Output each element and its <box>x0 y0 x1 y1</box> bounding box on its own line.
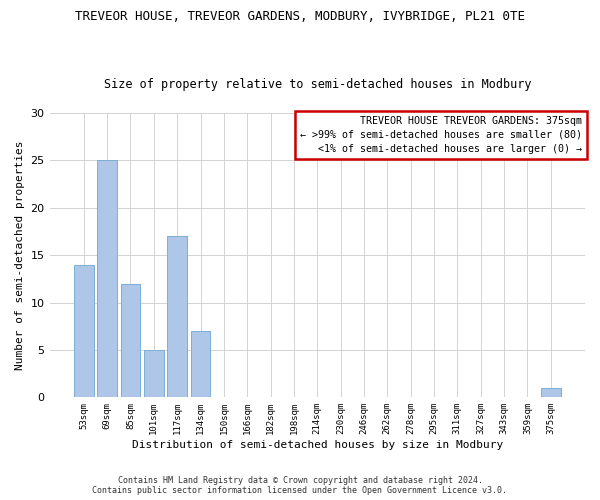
X-axis label: Distribution of semi-detached houses by size in Modbury: Distribution of semi-detached houses by … <box>131 440 503 450</box>
Title: Size of property relative to semi-detached houses in Modbury: Size of property relative to semi-detach… <box>104 78 531 91</box>
Bar <box>144 350 164 398</box>
Y-axis label: Number of semi-detached properties: Number of semi-detached properties <box>15 140 25 370</box>
Text: TREVEOR HOUSE, TREVEOR GARDENS, MODBURY, IVYBRIDGE, PL21 0TE: TREVEOR HOUSE, TREVEOR GARDENS, MODBURY,… <box>75 10 525 23</box>
Bar <box>121 284 140 398</box>
Text: Contains HM Land Registry data © Crown copyright and database right 2024.
Contai: Contains HM Land Registry data © Crown c… <box>92 476 508 495</box>
Bar <box>97 160 117 398</box>
Text: TREVEOR HOUSE TREVEOR GARDENS: 375sqm
← >99% of semi-detached houses are smaller: TREVEOR HOUSE TREVEOR GARDENS: 375sqm ← … <box>301 116 583 154</box>
Bar <box>167 236 187 398</box>
Bar <box>541 388 560 398</box>
Bar <box>74 264 94 398</box>
Bar <box>191 331 211 398</box>
